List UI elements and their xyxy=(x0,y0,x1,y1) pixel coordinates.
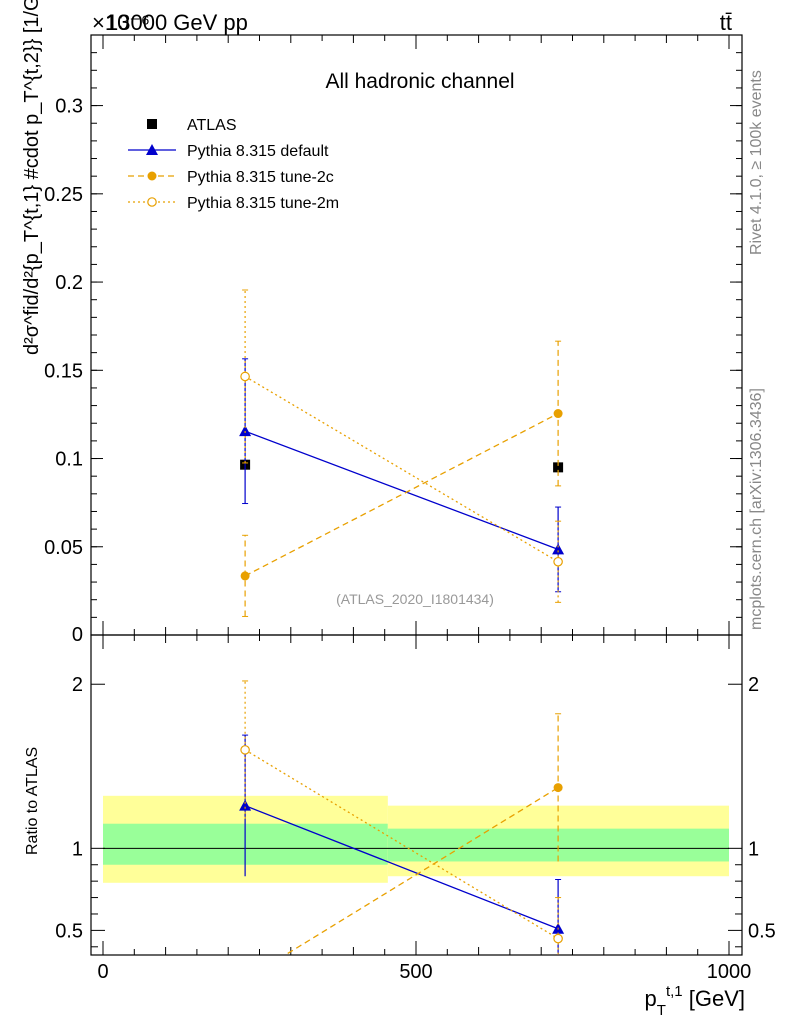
mcplots-label: mcplots.cern.ch [arXiv:1306.3436] xyxy=(748,388,765,630)
ratio-bands xyxy=(103,795,729,883)
ratio-plot-panel: 0.5 0.5 1 1 2 2 0 500 1000 Ratio to ATLAS pTt,1… xyxy=(24,634,776,1019)
x-tick-label: 0 xyxy=(97,961,108,983)
y-tick-label: 0.3 xyxy=(55,96,83,118)
y-tick-label: 0.05 xyxy=(44,537,83,559)
y-tick-label: 0.2 xyxy=(55,272,83,294)
legend-label: Pythia 8.315 tune-2m xyxy=(187,195,339,212)
legend-label: Pythia 8.315 default xyxy=(187,143,329,160)
series-line xyxy=(244,412,559,577)
series-pythia-8-315-default xyxy=(239,358,565,593)
plot-title: All hadronic channel xyxy=(325,70,514,93)
data-point xyxy=(553,409,563,419)
legend: ATLAS Pythia 8.315 default Pythia 8.315 tu… xyxy=(128,117,339,212)
ratio-series xyxy=(239,680,565,984)
legend-marker xyxy=(147,119,157,129)
legend-marker xyxy=(146,144,158,155)
ratio-y-tick-label: 0.5 xyxy=(55,920,83,942)
ratio-line xyxy=(244,805,559,930)
data-point xyxy=(240,371,250,382)
ratio-y-tick-label: 1 xyxy=(72,838,83,860)
ratio-point xyxy=(240,745,250,755)
ratio-point xyxy=(553,933,563,944)
ratio-line xyxy=(244,749,559,940)
data-point xyxy=(552,543,565,555)
series-pythia-8-315-tune-2m xyxy=(240,289,563,603)
process-label: tt̄ xyxy=(720,10,732,35)
ratio-y-tick-label-right: 1 xyxy=(748,838,759,860)
ratio-pythia-8-315-tune-2m xyxy=(240,680,563,955)
ratio-point xyxy=(239,799,252,811)
ratio-y-tick-label-right: 0.5 xyxy=(748,920,776,942)
rivet-label: Rivet 4.1.0, ≥ 100k events xyxy=(748,70,765,255)
legend-label: Pythia 8.315 tune-2c xyxy=(187,169,334,186)
main-series xyxy=(239,289,565,617)
y-tick-label: 0.15 xyxy=(44,360,83,382)
y-tick-label: 0.1 xyxy=(55,449,83,471)
ratio-y-axis-label: Ratio to ATLAS xyxy=(24,747,41,855)
y-tick-label: 0.25 xyxy=(44,184,83,206)
x-axis-label: pTt,1 [GeV] xyxy=(645,983,745,1019)
ratio-frame xyxy=(90,634,743,956)
x-tick-label: 500 xyxy=(399,961,432,983)
x-tick-label: 1000 xyxy=(707,961,752,983)
ratio-pythia-8-315-tune-2c xyxy=(241,713,563,984)
series-pythia-8-315-tune-2c xyxy=(240,340,563,617)
main-y-ticks: 0.05 0.1 0.15 0.2 0.25 0.3 0 xyxy=(44,52,742,646)
ratio-y-ticks: 0.5 0.5 1 1 2 2 xyxy=(55,674,776,948)
ratio-series-group xyxy=(239,680,565,984)
series-atlas xyxy=(240,459,564,473)
analysis-watermark: (ATLAS_2020_I1801434) xyxy=(336,591,494,607)
ratio-point xyxy=(241,975,250,984)
data-point xyxy=(240,571,250,581)
legend-marker xyxy=(147,197,157,207)
ratio-line xyxy=(283,787,559,955)
main-y-axis-label: d²σ^fid/d²{p_T^{t,1} #cdot p_T^{t,2}} [1… xyxy=(21,0,43,355)
energy-label: 13000 GeV pp xyxy=(106,10,248,35)
legend-marker xyxy=(147,171,157,181)
data-point xyxy=(553,462,564,473)
series-line xyxy=(244,430,559,551)
data-point xyxy=(239,425,252,437)
ratio-x-ticks: 0 500 1000 xyxy=(97,635,751,983)
main-plot-panel: All hadronic channel (ATLAS_2020_I180143… xyxy=(21,0,743,646)
exponent-label: ×10⁻⁶ xyxy=(92,10,150,35)
ratio-y-tick-label: 2 xyxy=(72,674,83,696)
legend-label: ATLAS xyxy=(187,117,237,134)
main-x-ticks xyxy=(102,35,730,635)
data-point xyxy=(553,556,563,567)
y-zero-label: 0 xyxy=(72,624,83,646)
ratio-point xyxy=(553,783,563,793)
series-line xyxy=(244,375,559,563)
ratio-y-tick-label-right: 2 xyxy=(748,674,759,696)
